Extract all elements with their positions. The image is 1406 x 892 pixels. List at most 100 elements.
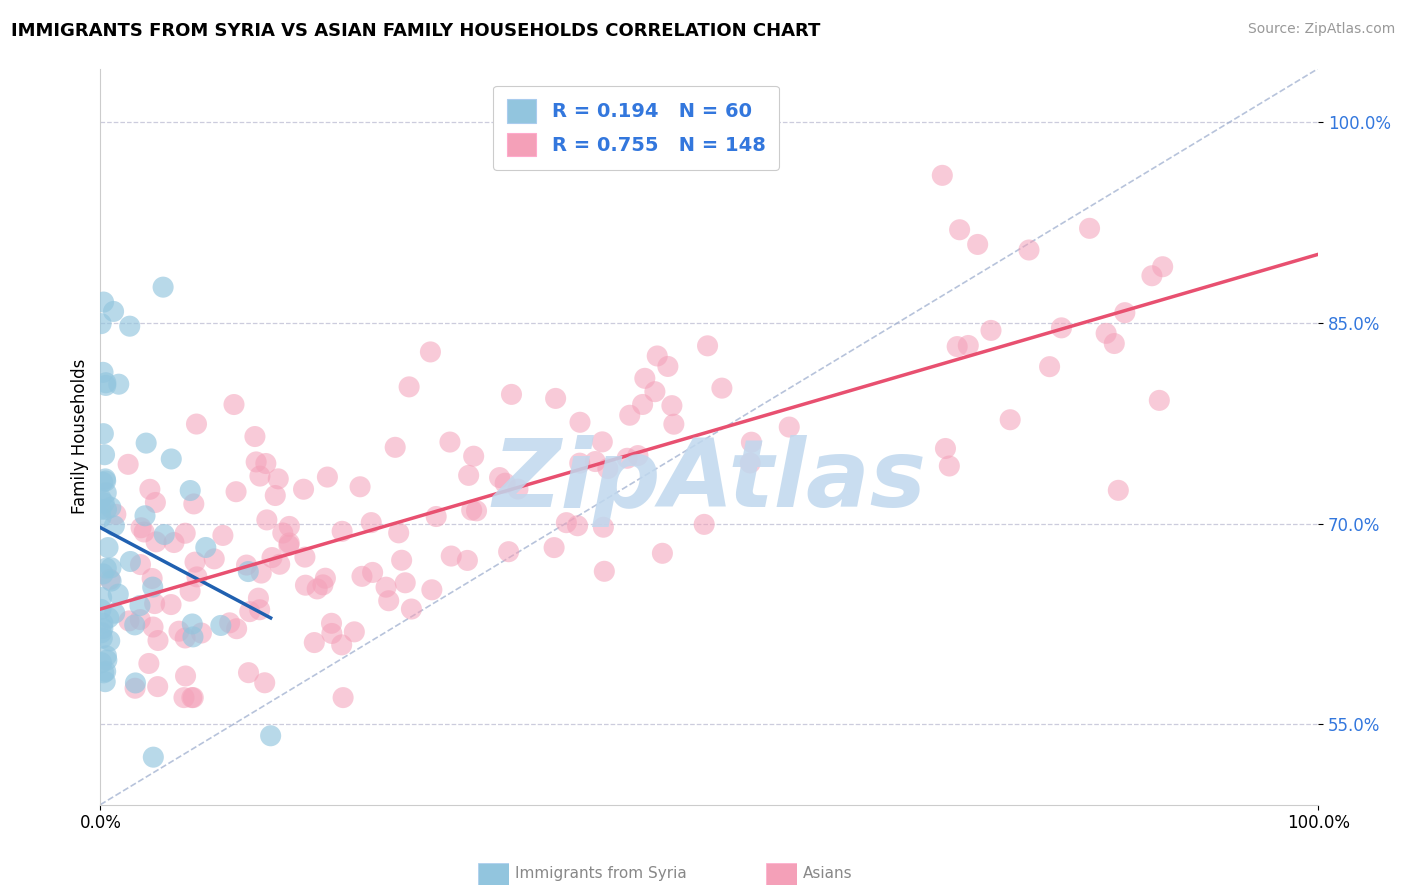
Point: [661, 399, 683, 413]
Point: [401, 602, 423, 616]
Point: [174, 669, 197, 683]
Point: [627, 449, 650, 463]
Point: [238, 665, 260, 680]
Point: [1114, 306, 1136, 320]
Point: [391, 553, 413, 567]
Point: [163, 535, 186, 549]
Point: [710, 381, 733, 395]
Text: IMMIGRANTS FROM SYRIA VS ASIAN FAMILY HOUSEHOLDS CORRELATION CHART: IMMIGRANTS FROM SYRIA VS ASIAN FAMILY HO…: [11, 22, 821, 40]
Point: [277, 538, 299, 552]
Point: [657, 359, 679, 374]
Point: [501, 387, 523, 401]
Point: [567, 518, 589, 533]
Point: [506, 482, 529, 496]
Point: [294, 550, 316, 565]
Point: [349, 480, 371, 494]
Point: [494, 476, 516, 491]
Point: [97, 611, 120, 625]
Point: [645, 349, 668, 363]
Point: [134, 524, 156, 539]
Point: [160, 452, 183, 467]
Point: [1095, 326, 1118, 341]
Point: [271, 526, 294, 541]
Point: [312, 578, 335, 592]
Point: [998, 413, 1021, 427]
Point: [218, 615, 240, 630]
Point: [93, 295, 115, 310]
Point: [425, 509, 447, 524]
Text: Immigrants from Syria: Immigrants from Syria: [515, 866, 686, 880]
Point: [90, 591, 112, 605]
Point: [980, 323, 1002, 337]
Point: [90, 502, 112, 516]
Point: [91, 365, 114, 379]
Point: [1104, 336, 1126, 351]
Point: [321, 616, 343, 631]
Point: [966, 237, 988, 252]
Point: [245, 455, 267, 469]
Point: [142, 580, 165, 594]
Point: [107, 377, 129, 392]
Point: [91, 475, 114, 490]
Point: [93, 426, 115, 441]
Point: [949, 223, 972, 237]
Point: [98, 633, 121, 648]
Point: [256, 513, 278, 527]
Text: Asians: Asians: [803, 866, 852, 880]
Point: [146, 680, 169, 694]
Point: [167, 624, 190, 639]
Point: [103, 518, 125, 533]
Point: [93, 448, 115, 462]
Point: [253, 675, 276, 690]
Point: [278, 519, 301, 533]
Point: [179, 584, 201, 599]
Point: [181, 690, 204, 705]
Point: [239, 605, 262, 619]
Point: [740, 456, 762, 470]
Point: [465, 504, 488, 518]
Point: [129, 521, 152, 535]
Point: [544, 392, 567, 406]
Point: [91, 566, 114, 581]
Point: [94, 665, 117, 679]
Point: [100, 574, 122, 588]
Point: [1140, 268, 1163, 283]
Point: [179, 483, 201, 498]
Point: [259, 729, 281, 743]
Point: [294, 578, 316, 592]
Point: [129, 613, 152, 627]
Point: [225, 622, 247, 636]
Point: [384, 440, 406, 454]
Point: [1018, 243, 1040, 257]
Point: [591, 434, 613, 449]
Point: [247, 591, 270, 606]
Point: [96, 648, 118, 663]
Point: [321, 626, 343, 640]
Point: [139, 483, 162, 497]
Point: [91, 622, 114, 636]
Point: [153, 527, 176, 541]
Point: [142, 620, 165, 634]
Point: [377, 593, 399, 607]
Point: [740, 435, 762, 450]
Point: [124, 681, 146, 696]
Point: [138, 657, 160, 671]
Point: [330, 638, 353, 652]
Point: [1039, 359, 1062, 374]
Point: [129, 599, 152, 613]
Point: [250, 566, 273, 580]
Point: [107, 587, 129, 601]
Point: [145, 495, 167, 509]
Point: [361, 566, 384, 580]
Point: [90, 510, 112, 524]
Point: [651, 546, 673, 560]
Point: [1050, 321, 1073, 335]
Text: ZipAtlas: ZipAtlas: [492, 434, 927, 527]
Point: [129, 558, 152, 572]
Point: [278, 536, 301, 550]
Point: [931, 169, 953, 183]
Point: [124, 618, 146, 632]
Point: [93, 665, 115, 680]
Point: [350, 569, 373, 583]
Point: [141, 572, 163, 586]
